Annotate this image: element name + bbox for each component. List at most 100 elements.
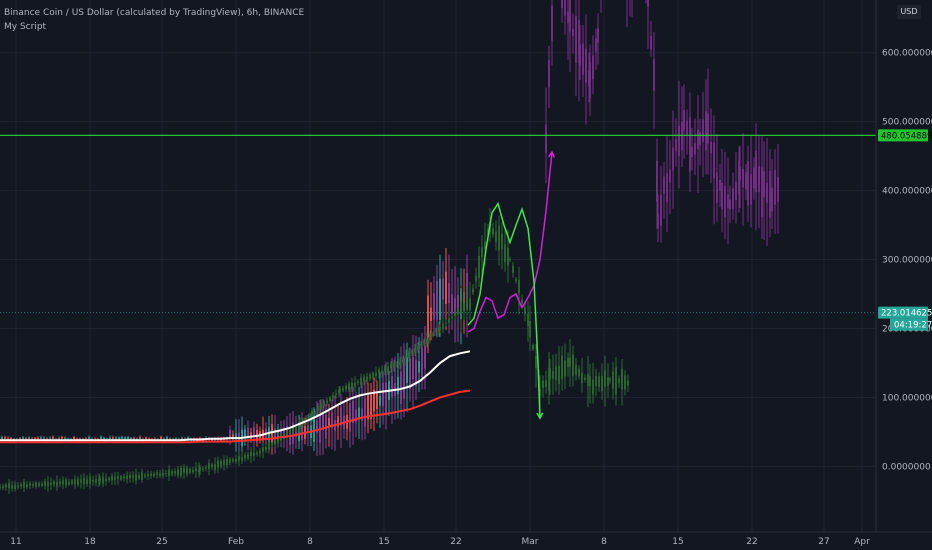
- candle: [379, 395, 381, 406]
- y-tick-label: 100.0000000: [882, 393, 932, 403]
- candle-green: [501, 233, 503, 250]
- candle-green: [35, 482, 37, 487]
- candle: [579, 44, 581, 66]
- candle-green: [607, 377, 609, 386]
- candle-green: [587, 373, 589, 386]
- candle-green: [256, 453, 258, 455]
- candle-green: [369, 374, 371, 380]
- candle: [376, 392, 378, 410]
- candle-green: [423, 340, 425, 344]
- candle: [769, 171, 771, 218]
- candle-green: [53, 481, 55, 485]
- candle-green: [44, 481, 46, 486]
- candle: [683, 110, 685, 131]
- candle: [364, 397, 366, 427]
- candle: [735, 181, 737, 201]
- candle-green: [47, 481, 49, 487]
- candle: [747, 161, 749, 206]
- candle-green: [247, 454, 249, 459]
- candle: [385, 382, 387, 413]
- candle: [713, 142, 715, 179]
- candle: [761, 167, 763, 217]
- candle-green: [426, 338, 428, 345]
- candle: [271, 424, 273, 443]
- candle: [691, 146, 693, 158]
- candle-green: [504, 244, 506, 263]
- candle: [669, 169, 671, 183]
- candle: [40, 437, 42, 439]
- time-axis: [0, 532, 932, 550]
- x-tick-label: 18: [84, 537, 96, 547]
- candle-green: [345, 385, 347, 390]
- candle-green: [59, 481, 61, 485]
- candle-green: [23, 481, 25, 488]
- candle-green: [214, 464, 216, 470]
- candle: [37, 438, 39, 440]
- candle-green: [521, 299, 523, 304]
- x-tick-label: 15: [672, 537, 683, 547]
- candle-green: [558, 365, 560, 385]
- candle-green: [589, 376, 591, 387]
- candle: [548, 60, 550, 88]
- candle: [656, 160, 658, 202]
- candle-green: [229, 459, 231, 463]
- candle-green: [495, 231, 497, 243]
- candle-green: [481, 247, 483, 258]
- candle: [397, 376, 399, 395]
- candle-green: [20, 484, 22, 487]
- candle: [660, 194, 662, 226]
- candle: [739, 166, 741, 181]
- candle: [595, 38, 597, 52]
- candle-green: [366, 376, 368, 382]
- candle-green: [567, 357, 569, 368]
- candle: [675, 139, 677, 152]
- candle-green: [150, 473, 152, 476]
- candle-green: [138, 475, 140, 479]
- candle-green: [102, 476, 104, 484]
- candle-green: [2, 486, 4, 489]
- candle: [774, 169, 776, 205]
- candle: [719, 180, 721, 191]
- candle-green: [512, 265, 514, 273]
- candle-green: [348, 383, 350, 389]
- candle-green: [542, 380, 544, 388]
- candle-green: [14, 485, 16, 489]
- candle-green: [515, 279, 517, 281]
- candle-green: [320, 403, 322, 410]
- candle-green: [74, 479, 76, 484]
- candle-green: [581, 372, 583, 383]
- candle-green: [442, 324, 444, 329]
- candle-green: [92, 479, 94, 482]
- candle-green: [592, 379, 594, 395]
- candle: [451, 294, 453, 314]
- candle: [771, 187, 773, 212]
- candle-green: [235, 458, 237, 462]
- candle-green: [545, 380, 547, 387]
- candle-green: [539, 388, 541, 396]
- candle-green: [627, 380, 629, 386]
- candle-green: [41, 483, 43, 486]
- candle-green: [457, 310, 459, 315]
- last-price-label: 223.0146254: [881, 309, 932, 319]
- candle: [349, 403, 351, 432]
- candle-green: [445, 322, 447, 324]
- y-tick-label: 600.0000000: [882, 49, 932, 59]
- candle: [64, 438, 66, 440]
- candle-green: [226, 459, 228, 466]
- candle-green: [180, 467, 182, 476]
- candle: [418, 361, 420, 373]
- candle-green: [32, 484, 34, 487]
- candle-green: [429, 333, 431, 341]
- candle: [705, 111, 707, 151]
- candle-green: [527, 313, 529, 327]
- countdown-label: 04:19:27: [894, 321, 932, 331]
- candle: [22, 437, 24, 440]
- candle: [115, 438, 117, 440]
- candle-green: [618, 378, 620, 384]
- indicator-name[interactable]: My Script: [4, 22, 47, 32]
- candle-green: [208, 462, 210, 469]
- currency-button[interactable]: USD: [897, 5, 921, 19]
- candle-green: [561, 355, 563, 380]
